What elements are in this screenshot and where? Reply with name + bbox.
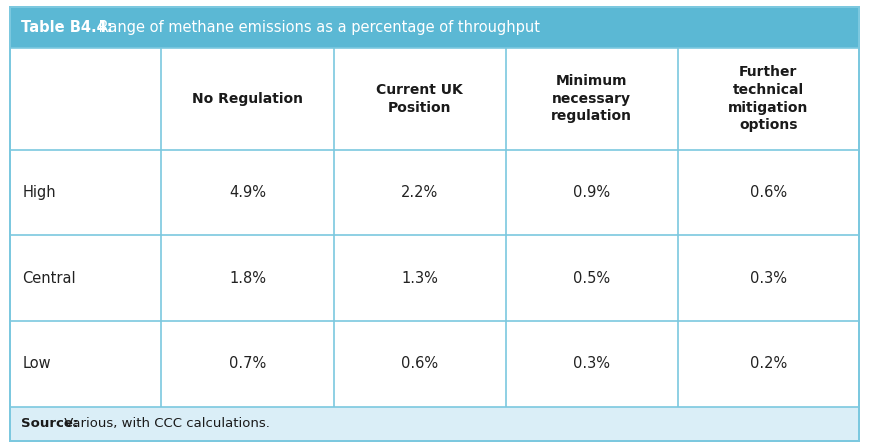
Text: Source:: Source: [21, 418, 78, 431]
Text: Central: Central [23, 271, 76, 286]
Text: 1.8%: 1.8% [229, 271, 266, 286]
Bar [10, 47, 859, 406]
Text: 0.6%: 0.6% [750, 185, 786, 200]
Text: Table B4.4:: Table B4.4: [21, 20, 112, 34]
Text: 2.2%: 2.2% [401, 185, 438, 200]
Text: Low: Low [23, 356, 51, 371]
Text: Minimum
necessary
regulation: Minimum necessary regulation [551, 74, 633, 124]
Text: 0.9%: 0.9% [574, 185, 610, 200]
Text: High: High [23, 185, 56, 200]
Text: 0.6%: 0.6% [401, 356, 438, 371]
Text: 0.7%: 0.7% [229, 356, 266, 371]
Bar [10, 7, 859, 47]
Text: Further
technical
mitigation
options: Further technical mitigation options [728, 65, 808, 133]
Text: No Regulation: No Regulation [192, 92, 303, 106]
Text: 0.5%: 0.5% [574, 271, 610, 286]
Text: 0.3%: 0.3% [574, 356, 610, 371]
Text: Range of methane emissions as a percentage of throughput: Range of methane emissions as a percenta… [94, 20, 540, 34]
Text: 0.3%: 0.3% [750, 271, 786, 286]
Text: 1.3%: 1.3% [401, 271, 438, 286]
Text: Current UK
Position: Current UK Position [376, 83, 463, 115]
Text: 0.2%: 0.2% [750, 356, 786, 371]
Bar [10, 406, 859, 441]
Text: 4.9%: 4.9% [229, 185, 266, 200]
Text: Various, with CCC calculations.: Various, with CCC calculations. [60, 418, 269, 431]
